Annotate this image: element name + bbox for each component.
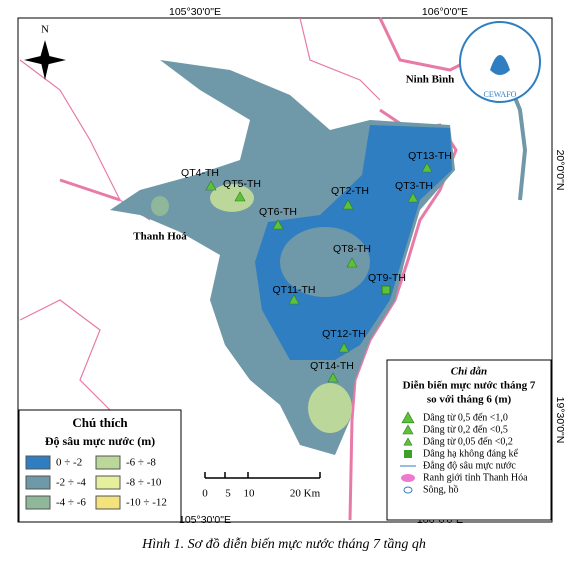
zone xyxy=(210,184,254,212)
legend-label: Dâng từ 0,05 đến <0,2 xyxy=(423,436,513,447)
station-marker xyxy=(288,294,300,305)
legend-label: Dâng từ 0,5 đến <1,0 xyxy=(423,412,508,423)
legend-box xyxy=(386,359,552,521)
place-label: Ninh Bình xyxy=(406,74,455,86)
legend-label: -4 ÷ -6 xyxy=(56,497,86,509)
station-label: QT11-TH xyxy=(273,284,316,296)
legend-swatch xyxy=(95,495,121,510)
scale-bar xyxy=(204,472,321,479)
legend-swatch xyxy=(401,474,415,482)
legend-title: Chỉ dẫn xyxy=(451,366,487,378)
legend-label: Ranh giới tỉnh Thanh Hóa xyxy=(423,472,528,483)
legend-title: Chú thích xyxy=(72,415,128,430)
legend-swatch xyxy=(95,475,121,490)
legend-swatch xyxy=(403,486,413,494)
coord-label: 19°30'0"N xyxy=(554,397,566,444)
caption: Hình 1. Sơ đồ diễn biến mực nước tháng 7… xyxy=(141,537,426,552)
station-label: QT2-TH xyxy=(331,185,369,197)
legend-subtitle: so với tháng 6 (m) xyxy=(427,394,512,406)
station-marker xyxy=(338,342,350,353)
station-marker xyxy=(407,192,419,203)
coord-label: 105°30'0"E xyxy=(169,6,221,18)
logo-text: CEWAFO xyxy=(484,90,517,99)
station-label: QT5-TH xyxy=(223,178,261,190)
north-label: N xyxy=(41,24,49,36)
station-marker xyxy=(342,199,354,210)
station-marker xyxy=(421,162,433,173)
legend-subtitle: Độ sâu mực nước (m) xyxy=(45,434,155,448)
coord-label: 106°0'0"E xyxy=(422,6,468,18)
station-label: QT6-TH xyxy=(259,206,297,218)
scale-label: 5 xyxy=(225,488,231,500)
compass: N xyxy=(24,24,66,80)
legend-swatch xyxy=(404,450,412,458)
legend-label: Sông, hồ xyxy=(423,484,459,495)
legend-swatch xyxy=(95,455,121,470)
station-marker xyxy=(234,191,246,202)
legend-swatch xyxy=(25,475,51,490)
station-label: QT3-TH xyxy=(395,180,433,192)
legend-label: -2 ÷ -4 xyxy=(56,477,86,489)
legend-label: Dâng hạ không đáng kể xyxy=(423,448,519,459)
place-label: Thanh Hoá xyxy=(133,231,187,243)
scale-label: 0 xyxy=(202,488,208,500)
coord-label: 20°0'0"N xyxy=(554,150,566,191)
legend-label: 0 ÷ -2 xyxy=(56,457,82,469)
station-label: QT13-TH xyxy=(408,150,452,162)
legend-label: Dâng từ 0,2 đến <0,5 xyxy=(423,424,508,435)
coord-label: 105°30'0"E xyxy=(179,514,231,526)
scale-label: 10 xyxy=(244,488,256,500)
station-marker xyxy=(346,257,358,268)
zone xyxy=(280,227,370,297)
legend-label: -10 ÷ -12 xyxy=(126,497,167,509)
legend-swatch xyxy=(25,455,51,470)
station-label: QT8-TH xyxy=(333,243,371,255)
station-marker xyxy=(403,437,413,446)
station-marker xyxy=(272,219,284,230)
zone xyxy=(308,383,352,433)
station-label: QT9-TH xyxy=(368,272,406,284)
station-label: QT14-TH xyxy=(310,360,354,372)
station-marker xyxy=(401,411,415,424)
legend-label: -8 ÷ -10 xyxy=(126,477,162,489)
legend-swatch xyxy=(25,495,51,510)
station-marker xyxy=(402,424,414,435)
zone xyxy=(151,196,169,216)
station-marker xyxy=(327,372,339,383)
station-label: QT4-TH xyxy=(181,167,219,179)
legend-subtitle: Diễn biến mực nước tháng 7 xyxy=(403,380,536,392)
scale-label: 20 Km xyxy=(290,488,321,500)
station-label: QT12-TH xyxy=(322,328,366,340)
station-marker xyxy=(381,285,391,295)
legend-label: -6 ÷ -8 xyxy=(126,457,156,469)
legend-label: Đẳng độ sâu mực nước xyxy=(423,460,516,471)
station-marker xyxy=(205,180,217,191)
logo-drop xyxy=(490,55,510,75)
